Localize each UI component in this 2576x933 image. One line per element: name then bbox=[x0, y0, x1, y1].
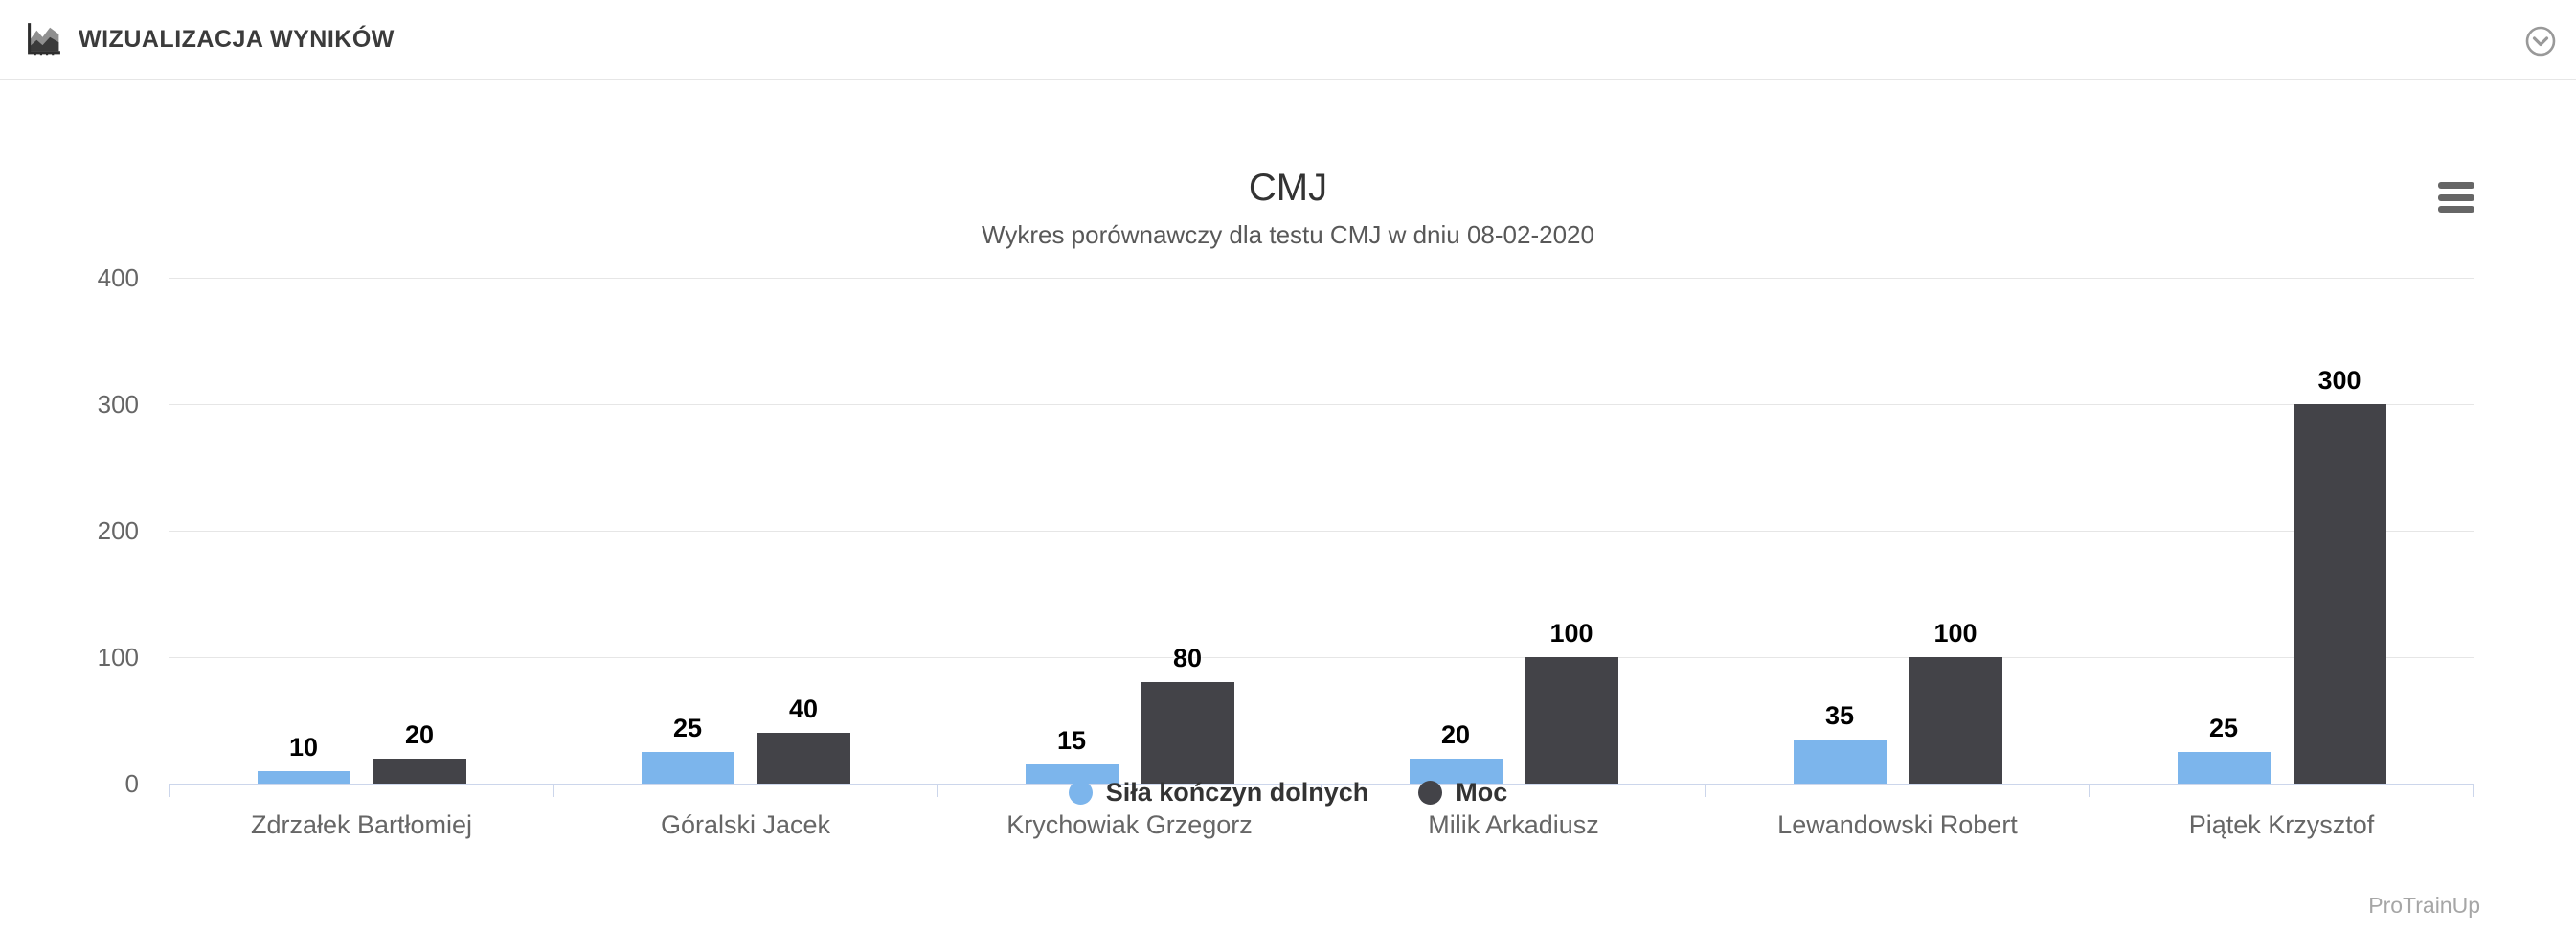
gridline bbox=[169, 404, 2474, 405]
bar[interactable] bbox=[1909, 657, 2002, 784]
chart-title: CMJ bbox=[1248, 167, 1328, 209]
value-label: 100 bbox=[1933, 619, 1977, 648]
chart-container: CMJ Wykres porównawczy dla testu CMJ w d… bbox=[0, 82, 2576, 933]
area-chart-icon bbox=[25, 21, 63, 57]
chevron-down-circle-icon[interactable] bbox=[2524, 25, 2557, 57]
y-axis-tick-label: 200 bbox=[97, 516, 139, 545]
value-label: 80 bbox=[1172, 644, 1203, 673]
y-axis-tick-label: 0 bbox=[124, 769, 139, 798]
x-axis-tick bbox=[553, 785, 554, 797]
y-axis-tick-label: 400 bbox=[97, 263, 139, 292]
x-axis-tick bbox=[1321, 785, 1322, 797]
gridline bbox=[169, 657, 2474, 658]
x-axis-tick bbox=[937, 785, 938, 797]
legend-swatch-icon bbox=[1068, 781, 1093, 805]
legend-label: Siła kończyn dolnych bbox=[1105, 778, 1369, 807]
value-label: 25 bbox=[2208, 714, 2239, 742]
gridline bbox=[169, 531, 2474, 532]
gridline bbox=[169, 278, 2474, 279]
x-axis-tick bbox=[1705, 785, 1706, 797]
value-label: 20 bbox=[1440, 719, 1471, 749]
page-title: WIZUALIZACJA WYNIKÓW bbox=[79, 25, 395, 53]
y-axis-tick-label: 300 bbox=[97, 390, 139, 419]
bar[interactable] bbox=[257, 770, 350, 784]
watermark: ProTrainUp bbox=[2368, 893, 2480, 918]
legend: Siła kończyn dolnych Moc bbox=[0, 778, 2576, 808]
value-label: 300 bbox=[2317, 366, 2361, 395]
topbar: WIZUALIZACJA WYNIKÓW bbox=[0, 0, 2576, 80]
bar[interactable] bbox=[1025, 764, 1119, 784]
category-label: Zdrzałek Bartłomiej bbox=[250, 810, 473, 839]
hamburger-bar bbox=[2438, 206, 2474, 213]
x-axis-tick bbox=[169, 785, 170, 797]
category-label: Piątek Krzysztof bbox=[2188, 810, 2375, 839]
value-label: 25 bbox=[672, 714, 703, 742]
x-axis-line bbox=[169, 784, 2474, 785]
value-label: 100 bbox=[1549, 619, 1593, 648]
x-axis-tick bbox=[2089, 785, 2090, 797]
legend-item[interactable]: Moc bbox=[1418, 778, 1507, 808]
bar[interactable] bbox=[1141, 682, 1234, 784]
y-axis-tick-label: 100 bbox=[97, 643, 139, 671]
bar[interactable] bbox=[1525, 657, 1618, 784]
category-label: Krychowiak Grzegorz bbox=[1006, 810, 1253, 839]
bar[interactable] bbox=[641, 752, 734, 784]
hamburger-bar bbox=[2438, 193, 2474, 201]
value-label: 20 bbox=[404, 719, 435, 749]
bar[interactable] bbox=[2177, 752, 2271, 784]
legend-label: Moc bbox=[1456, 778, 1508, 807]
value-label: 15 bbox=[1056, 726, 1087, 756]
bar[interactable] bbox=[1793, 739, 1887, 784]
hamburger-menu-icon[interactable] bbox=[2438, 182, 2478, 213]
bar[interactable] bbox=[757, 733, 850, 784]
chart-subtitle: Wykres porównawczy dla testu CMJ w dniu … bbox=[982, 220, 1594, 249]
value-label: 35 bbox=[1824, 700, 1855, 730]
hamburger-bar bbox=[2438, 182, 2474, 189]
value-label: 10 bbox=[288, 732, 319, 762]
category-label: Milik Arkadiusz bbox=[1428, 810, 1599, 839]
bar[interactable] bbox=[2293, 404, 2386, 784]
legend-item[interactable]: Siła kończyn dolnych bbox=[1068, 778, 1369, 808]
x-axis-tick bbox=[2473, 785, 2474, 797]
value-label: 40 bbox=[788, 694, 819, 724]
category-label: Góralski Jacek bbox=[660, 810, 831, 839]
bar[interactable] bbox=[373, 758, 466, 784]
category-label: Lewandowski Robert bbox=[1777, 810, 2018, 839]
bar[interactable] bbox=[1409, 758, 1503, 784]
legend-swatch-icon bbox=[1418, 781, 1443, 805]
